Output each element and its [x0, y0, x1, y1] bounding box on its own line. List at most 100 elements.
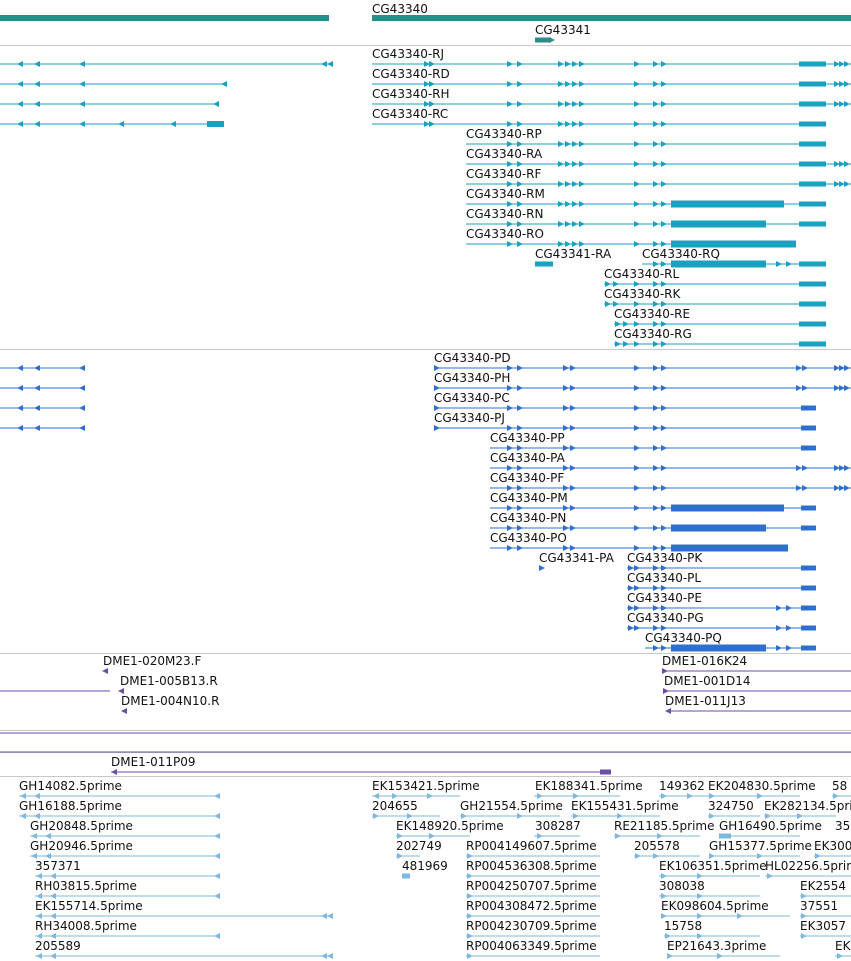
strand-arrow	[517, 425, 523, 431]
strand-arrow	[767, 873, 773, 879]
strand-arrow	[844, 61, 850, 67]
exon-block	[799, 101, 826, 107]
strand-arrow	[467, 933, 473, 939]
strand-arrow	[507, 405, 513, 411]
strand-arrow	[653, 81, 659, 87]
strand-arrow	[786, 625, 792, 631]
strand-arrow	[757, 793, 763, 799]
strand-arrow	[34, 813, 40, 819]
strand-arrow	[36, 893, 42, 899]
exon-block	[671, 544, 788, 552]
exon-block	[799, 141, 826, 147]
strand-arrow	[839, 485, 845, 491]
est-label: 308287	[535, 819, 581, 833]
strand-arrow	[796, 365, 802, 371]
strand-arrow	[507, 181, 513, 187]
strand-arrow	[653, 485, 659, 491]
est-label: EK3057	[800, 919, 846, 933]
exon-block	[671, 524, 766, 532]
strand-arrow	[50, 873, 56, 879]
strand-arrow	[786, 645, 792, 651]
est-label: EK2554	[800, 879, 846, 893]
strand-arrow	[565, 181, 571, 187]
exon-block	[799, 301, 826, 307]
strand-arrow	[214, 893, 220, 899]
strand-arrow	[572, 61, 578, 67]
exon-block	[799, 221, 826, 227]
strand-arrow	[802, 385, 808, 391]
strand-arrow	[839, 161, 845, 167]
strand-arrow	[558, 201, 564, 207]
strand-arrow	[653, 181, 659, 187]
strand-arrow	[776, 625, 782, 631]
strand-arrow	[517, 385, 523, 391]
strand-arrow	[661, 645, 667, 651]
strand-arrow	[517, 485, 523, 491]
strand-arrow	[517, 465, 523, 471]
strand-arrow	[653, 585, 659, 591]
strand-arrow	[517, 181, 523, 187]
strand-arrow	[507, 365, 513, 371]
exon-block	[799, 121, 826, 127]
strand-arrow	[397, 833, 403, 839]
strand-arrow	[697, 893, 703, 899]
strand-arrow	[570, 485, 576, 491]
strand-arrow	[517, 121, 523, 127]
exon-block	[801, 505, 816, 511]
strand-arrow	[661, 241, 667, 247]
exon-block	[801, 625, 816, 631]
strand-arrow	[429, 121, 435, 127]
strand-arrow	[834, 101, 840, 107]
strand-arrow	[844, 101, 850, 107]
strand-arrow	[34, 385, 40, 391]
strand-arrow	[661, 625, 667, 631]
strand-arrow	[565, 221, 571, 227]
strand-arrow	[507, 241, 513, 247]
strand-arrow	[517, 545, 523, 551]
transcript-label: CG43340-RO	[466, 227, 544, 241]
strand-arrow	[434, 385, 440, 391]
strand-arrow	[661, 793, 667, 799]
est-label: GH14082.5prime	[19, 779, 122, 793]
protein-label: CG43340-PD	[434, 351, 511, 365]
strand-arrow	[661, 201, 667, 207]
strand-arrow	[507, 525, 513, 531]
strand-arrow	[79, 121, 85, 127]
strand-arrow	[661, 425, 667, 431]
strand-arrow	[570, 405, 576, 411]
strand-arrow	[517, 525, 523, 531]
clone-label: DME1-004N10.R	[121, 694, 219, 708]
est-label: RH03815.5prime	[35, 879, 137, 893]
strand-arrow	[36, 953, 42, 959]
strand-arrow	[653, 221, 659, 227]
strand-arrow	[661, 445, 667, 451]
strand-arrow	[839, 465, 845, 471]
strand-arrow	[558, 61, 564, 67]
strand-arrow	[653, 321, 659, 327]
strand-arrow	[517, 161, 523, 167]
strand-arrow	[634, 485, 640, 491]
protein-label: CG43340-PQ	[645, 631, 722, 645]
strand-arrow	[429, 833, 435, 839]
gene-track: CG43340 CG43341	[0, 2, 851, 43]
strand-arrow	[558, 161, 564, 167]
est-label: EP21643.3prime	[667, 939, 766, 953]
strand-arrow	[507, 485, 513, 491]
strand-arrow	[709, 793, 715, 799]
strand-arrow	[17, 385, 23, 391]
est-label: 481969	[402, 859, 448, 873]
strand-arrow	[844, 485, 850, 491]
strand-arrow	[796, 465, 802, 471]
strand-arrow	[517, 365, 523, 371]
strand-arrow	[429, 101, 435, 107]
protein-label: CG43340-PC	[434, 391, 510, 405]
strand-arrow	[565, 81, 571, 87]
strand-arrow	[661, 893, 667, 899]
transcript-label: CG43340-RL	[604, 267, 680, 281]
strand-arrow	[17, 405, 23, 411]
strand-arrow	[214, 933, 220, 939]
strand-arrow	[834, 485, 840, 491]
strand-arrow	[653, 241, 659, 247]
strand-arrow	[634, 241, 640, 247]
strand-arrow	[572, 201, 578, 207]
